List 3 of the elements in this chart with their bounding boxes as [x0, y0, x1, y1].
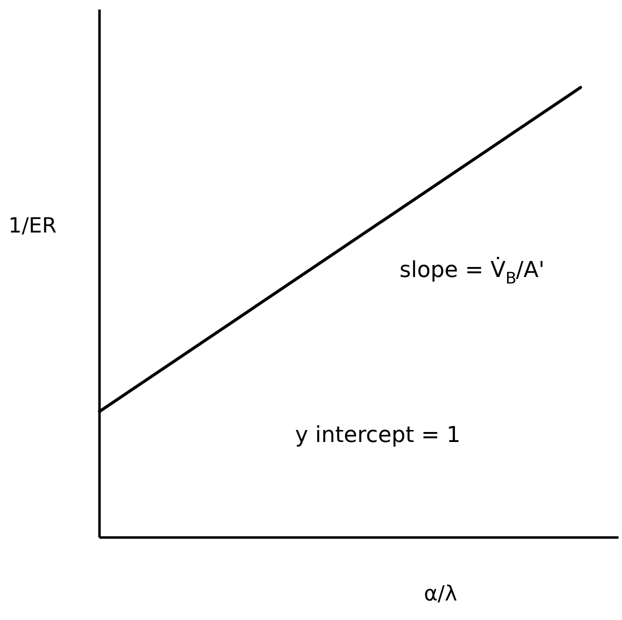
y-axis-title: 1/ER [8, 214, 57, 238]
x-axis-title: α/λ [424, 582, 458, 606]
annotation: y intercept = 1 [295, 423, 461, 448]
